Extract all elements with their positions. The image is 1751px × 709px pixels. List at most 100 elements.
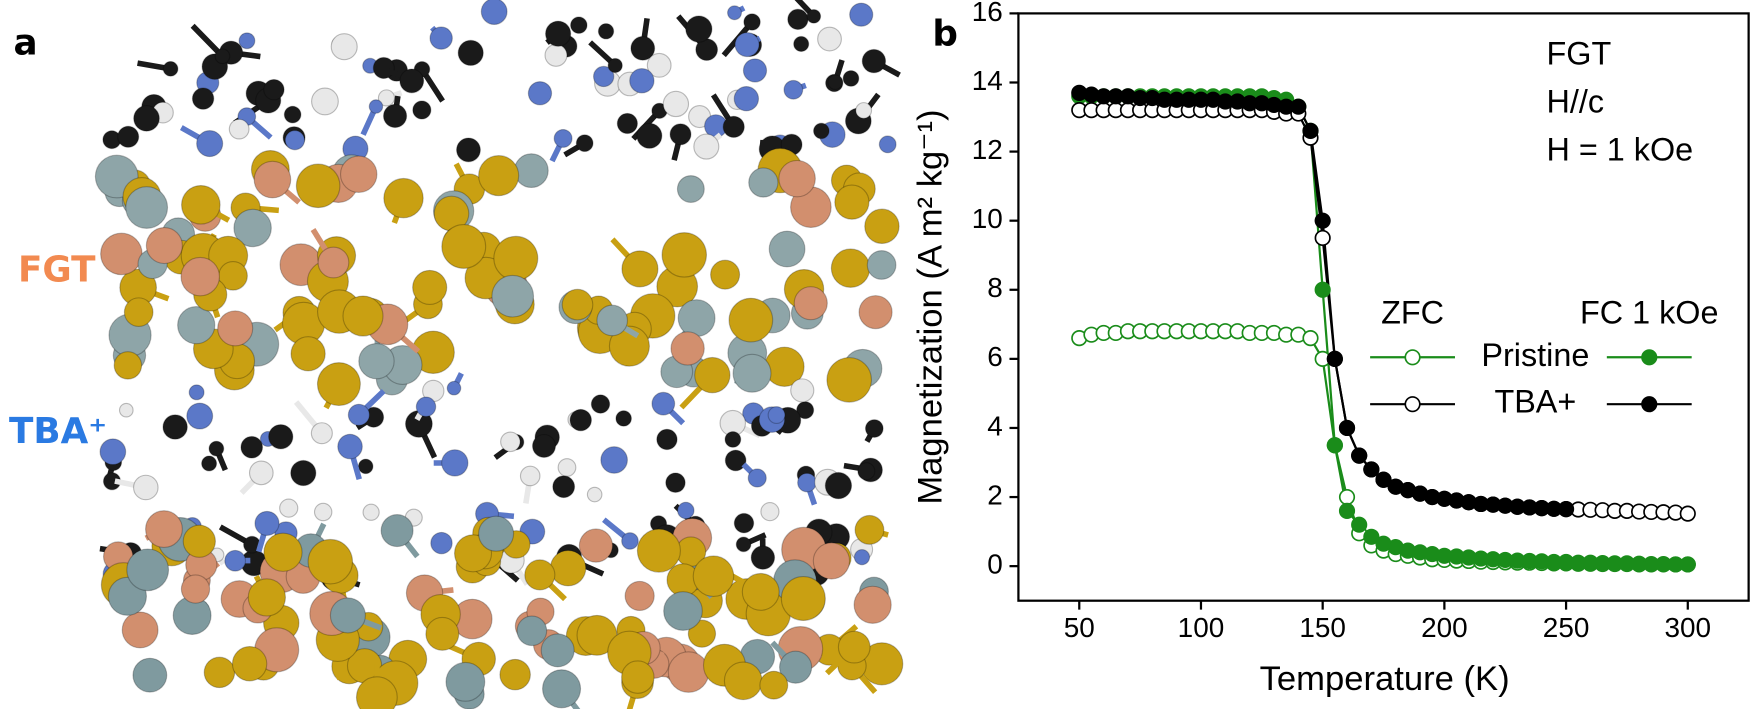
atom	[295, 163, 341, 209]
atom	[864, 419, 884, 438]
atom	[519, 465, 541, 487]
legend-label: Pristine	[1481, 337, 1589, 373]
atom	[284, 129, 306, 151]
layer-label: TBA⁺	[9, 411, 107, 452]
y-tick-label: 16	[972, 0, 1003, 27]
atom	[233, 208, 272, 248]
atom	[621, 660, 655, 694]
x-tick-label: 150	[1299, 612, 1346, 643]
atom	[663, 591, 703, 631]
atom	[214, 48, 231, 65]
atom	[849, 2, 874, 27]
atom	[796, 401, 815, 420]
atom	[263, 78, 285, 101]
atom	[866, 250, 897, 280]
atom	[813, 122, 830, 140]
atom	[357, 458, 374, 475]
atom	[180, 574, 211, 604]
data-point	[1338, 419, 1356, 437]
atom	[561, 288, 594, 321]
atom	[347, 403, 370, 426]
atom	[382, 103, 408, 129]
atom	[834, 184, 870, 220]
atom	[132, 657, 168, 693]
atom	[339, 155, 378, 193]
atom	[342, 295, 384, 337]
atom	[636, 528, 681, 573]
atom	[651, 391, 676, 416]
atom	[878, 135, 897, 154]
atom	[310, 422, 333, 445]
atom	[578, 528, 614, 563]
atom	[553, 128, 573, 148]
data-point	[1557, 501, 1575, 518]
atom	[733, 512, 755, 534]
atom	[693, 133, 720, 160]
atom	[191, 87, 215, 110]
atom	[661, 232, 708, 278]
atom	[248, 460, 274, 486]
atom	[760, 502, 780, 522]
legend-marker	[1641, 396, 1658, 413]
atom	[615, 410, 632, 427]
atom	[457, 39, 484, 66]
atom	[710, 259, 741, 290]
atom	[552, 475, 576, 499]
atom	[145, 510, 183, 549]
atom	[665, 472, 686, 493]
atom	[516, 615, 548, 647]
data-point	[1326, 350, 1343, 367]
panel-label: b	[932, 14, 958, 55]
y-tick-label: 10	[972, 203, 1003, 234]
atom	[629, 68, 655, 94]
atom	[456, 137, 481, 163]
atom	[133, 474, 159, 501]
atom	[283, 105, 302, 124]
atom	[188, 384, 205, 401]
atom	[203, 656, 236, 689]
atom	[399, 68, 425, 94]
atom	[806, 9, 822, 24]
atom	[377, 89, 396, 107]
atom	[855, 102, 873, 119]
atom	[592, 65, 615, 88]
atom	[741, 572, 780, 611]
atom	[636, 122, 663, 149]
atom	[317, 246, 350, 279]
atom	[812, 542, 851, 580]
atom	[608, 325, 650, 367]
atom	[493, 235, 539, 281]
atom	[861, 48, 887, 74]
y-tick-label: 6	[987, 341, 1003, 372]
atom	[624, 580, 655, 612]
atom	[186, 402, 214, 430]
atom	[247, 578, 286, 617]
atom	[380, 514, 414, 548]
x-axis-label: Temperature (K)	[1260, 660, 1510, 698]
atom	[499, 658, 531, 691]
atom	[590, 394, 611, 414]
atom	[121, 611, 159, 649]
atom	[123, 297, 154, 328]
atom	[724, 449, 747, 472]
atom	[228, 118, 250, 140]
legend-label: TBA+	[1494, 384, 1576, 420]
atom	[824, 471, 853, 500]
molecular-structure	[94, 0, 904, 709]
atom	[797, 472, 817, 493]
atom	[240, 435, 264, 459]
atom	[723, 661, 763, 701]
series-line	[1078, 330, 1688, 566]
atom	[513, 153, 549, 189]
atom	[231, 646, 268, 682]
data-point	[1314, 281, 1331, 298]
atom	[768, 230, 806, 268]
atom	[570, 16, 588, 34]
atom	[742, 58, 768, 83]
atom	[837, 630, 871, 664]
atom	[724, 431, 742, 448]
atom	[430, 531, 453, 555]
atom	[224, 549, 247, 572]
atom	[830, 248, 871, 288]
